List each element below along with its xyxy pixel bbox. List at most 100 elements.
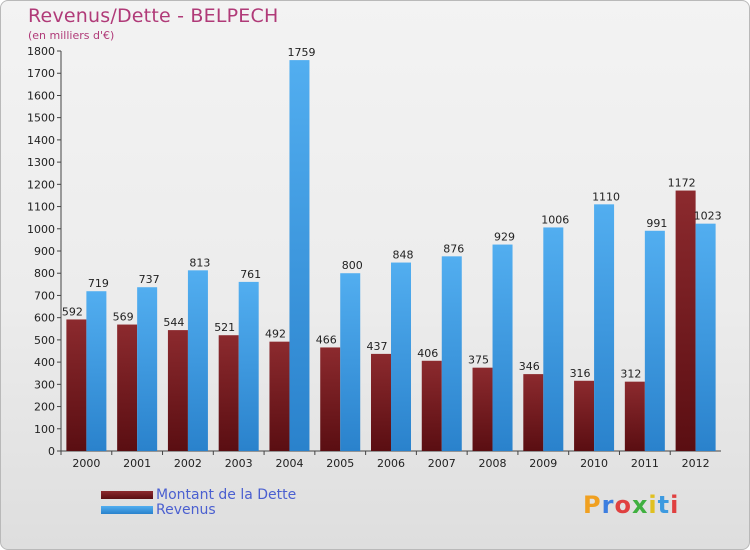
legend-label-revenus: Revenus (156, 502, 216, 518)
bar-dette (320, 347, 341, 451)
bar-dette (523, 374, 544, 451)
data-label-revenus: 848 (393, 249, 414, 262)
x-tick-label: 2009 (529, 457, 557, 470)
bar-dette (675, 190, 696, 452)
bar-dette (371, 353, 391, 451)
bars-group (66, 60, 716, 452)
x-tick-label: 2001 (123, 457, 151, 470)
data-label-dette: 316 (570, 367, 591, 380)
data-label-dette: 406 (417, 347, 438, 360)
logo-letter: r (601, 491, 615, 519)
x-tick-label: 2008 (479, 457, 507, 470)
data-label-revenus: 991 (646, 217, 667, 230)
y-tick-label: 200 (34, 401, 55, 414)
bar-revenus (340, 273, 361, 451)
bar-revenus (137, 287, 158, 451)
logo-letter: x (631, 491, 649, 519)
logo-letter: i (670, 491, 680, 519)
y-tick-label: 1600 (27, 89, 55, 102)
logo-letter: t (657, 491, 671, 519)
data-label-dette: 312 (620, 368, 641, 381)
bar-revenus (492, 244, 513, 451)
bar-chart: 0 100 200 300 400 500 600 700 800 900 1000 1100 1200… (27, 45, 722, 470)
data-label-revenus: 1006 (541, 213, 569, 226)
bar-revenus (695, 223, 716, 451)
data-label-revenus: 813 (189, 256, 210, 269)
data-label-dette: 592 (62, 305, 83, 318)
x-tick-label: 2005 (326, 457, 354, 470)
data-label-revenus: 800 (342, 259, 363, 272)
y-tick-label: 1100 (27, 201, 55, 214)
y-tick-label: 100 (34, 423, 55, 436)
data-label-dette: 569 (113, 311, 134, 324)
bar-dette (117, 324, 138, 451)
data-label-revenus: 1023 (694, 210, 722, 223)
bar-revenus (441, 256, 462, 451)
y-tick-label: 900 (34, 245, 55, 258)
data-label-dette: 466 (316, 333, 337, 346)
y-tick-label: 500 (34, 334, 55, 347)
y-tick-label: 600 (34, 312, 55, 325)
logo-letter: o (614, 491, 632, 519)
bar-dette (421, 360, 442, 451)
bar-dette (574, 380, 595, 451)
x-tick-label: 2012 (682, 457, 710, 470)
data-labels: 592 719 569 737 544 813 521 761 492 1759 466 800 437… (62, 46, 722, 381)
logo-letter: P (583, 491, 602, 519)
data-label-revenus: 876 (443, 242, 464, 255)
y-tick-label: 1400 (27, 134, 55, 147)
y-tick-label: 1700 (27, 67, 55, 80)
data-label-dette: 544 (163, 316, 184, 329)
x-tick-label: 2002 (174, 457, 202, 470)
bar-revenus (86, 291, 107, 451)
y-tick-label: 800 (34, 267, 55, 280)
y-tick-label: 1200 (27, 178, 55, 191)
bar-revenus (644, 230, 665, 451)
bar-revenus (238, 281, 259, 451)
chart-title: Revenus/Dette - BELPECH (28, 5, 279, 27)
x-tick-label: 2004 (275, 457, 303, 470)
data-label-dette: 492 (265, 328, 286, 341)
y-tick-label: 400 (34, 356, 55, 369)
data-label-dette: 521 (214, 321, 235, 334)
data-label-revenus: 719 (88, 277, 109, 290)
data-label-dette: 1172 (668, 177, 696, 190)
bar-dette (218, 335, 239, 451)
data-label-dette: 437 (367, 340, 388, 353)
y-tick-label: 1800 (27, 45, 55, 58)
bar-dette (269, 341, 290, 451)
y-tick-label: 1000 (27, 223, 55, 236)
y-tick-label: 1500 (27, 112, 55, 125)
y-tick-label: 1300 (27, 156, 55, 169)
chart-subtitle: (en milliers d'€) (28, 29, 115, 42)
y-tick-label: 300 (34, 378, 55, 391)
bar-revenus (543, 227, 564, 451)
bar-revenus (289, 60, 310, 451)
bar-dette (167, 330, 188, 451)
data-label-revenus: 761 (240, 268, 261, 281)
data-label-revenus: 737 (139, 273, 160, 286)
y-tick-label: 0 (48, 445, 55, 458)
y-tick-label: 700 (34, 289, 55, 302)
x-tick-label: 2000 (72, 457, 100, 470)
data-label-revenus: 1759 (287, 46, 315, 59)
bar-revenus (594, 204, 615, 451)
bar-dette (472, 367, 493, 451)
legend-swatch-dette (101, 491, 153, 499)
bar-revenus (187, 270, 208, 451)
logo-letter: i (648, 491, 658, 519)
x-tick-label: 2006 (377, 457, 405, 470)
data-label-dette: 346 (519, 360, 540, 373)
x-tick-label: 2007 (428, 457, 456, 470)
x-tick-label: 2010 (580, 457, 608, 470)
bar-dette (624, 381, 645, 451)
x-tick-label: 2011 (631, 457, 659, 470)
data-label-revenus: 929 (494, 231, 515, 244)
proxiti-logo: Proxiti (583, 491, 679, 519)
bar-revenus (391, 262, 411, 451)
bar-dette (66, 319, 87, 451)
x-tick-label: 2003 (225, 457, 253, 470)
data-label-dette: 375 (468, 354, 489, 367)
data-label-revenus: 1110 (592, 190, 620, 203)
